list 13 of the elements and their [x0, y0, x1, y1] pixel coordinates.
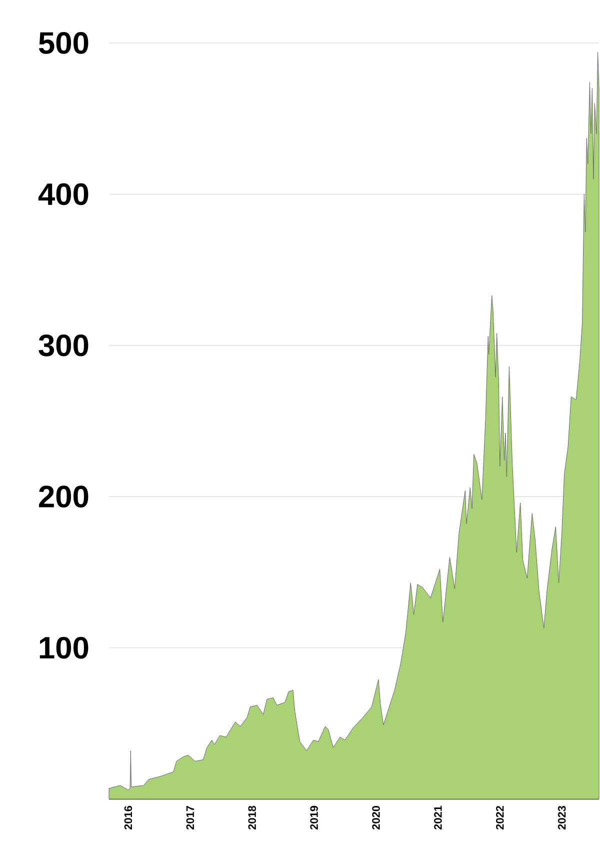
- x-tick-label: 2020: [372, 806, 380, 830]
- x-tick-label: 2016: [124, 806, 132, 830]
- x-tick-label: 2018: [248, 806, 256, 830]
- y-tick-label: 500: [38, 32, 88, 54]
- y-tick-label: 200: [39, 486, 88, 508]
- y-tick-label: 100: [40, 636, 88, 659]
- x-tick-label: 2017: [186, 806, 194, 830]
- x-tick-label: 2021: [434, 806, 442, 830]
- x-tick-label: 2023: [558, 806, 566, 830]
- y-tick-label: 400: [38, 183, 88, 206]
- x-tick-label: 2022: [496, 806, 504, 830]
- y-tick-label: 300: [38, 334, 88, 356]
- x-tick-label: 2019: [310, 806, 318, 830]
